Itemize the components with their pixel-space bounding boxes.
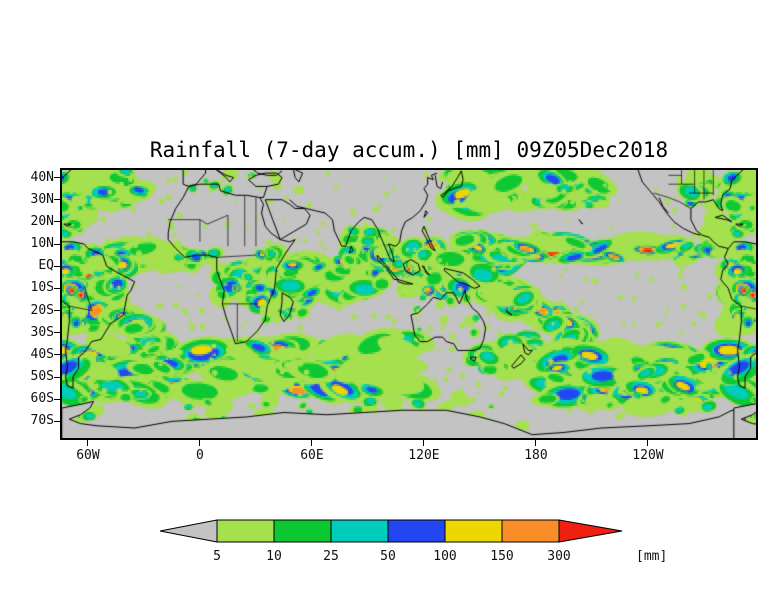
color-scale-legend: 5 10 25 50 100 150 300 [mm] (159, 519, 667, 564)
lat-tick-mark (54, 177, 60, 179)
lon-tick-mark (647, 440, 649, 446)
legend-below-min-arrow (159, 519, 218, 543)
lat-tick-mark (54, 420, 60, 422)
legend-band (444, 519, 503, 543)
legend-unit-label: [mm] (636, 549, 667, 564)
lat-tick-mark (54, 243, 60, 245)
lat-tick-label: 30S (30, 324, 54, 340)
legend-level-label: 150 (490, 549, 513, 564)
world-rainfall-map (62, 170, 756, 438)
legend-band (330, 519, 389, 543)
lat-tick-mark (54, 354, 60, 356)
lon-tick-label: 180 (524, 448, 548, 463)
lat-tick-label: 60S (30, 391, 54, 407)
lat-tick-label: 10N (30, 236, 54, 252)
lat-tick-label: 30N (30, 191, 54, 207)
lon-tick-label: 60W (76, 448, 100, 463)
lon-tick-label: 120E (408, 448, 440, 463)
legend-band (216, 519, 275, 543)
lat-tick-mark (54, 310, 60, 312)
lon-tick-mark (87, 440, 89, 446)
lat-tick-label: 70S (30, 413, 54, 429)
lat-tick-label: 20S (30, 302, 54, 318)
lon-tick-mark (311, 440, 313, 446)
lon-tick-label: 0 (196, 448, 204, 463)
lat-tick-label: EQ (38, 258, 54, 274)
chart-title: Rainfall (7-day accum.) [mm] 09Z05Dec201… (149, 138, 669, 162)
lat-tick-label: 10S (30, 280, 54, 296)
lat-tick-mark (54, 265, 60, 267)
map-frame (60, 168, 758, 440)
legend-above-max-arrow (558, 519, 623, 543)
lat-tick-mark (54, 221, 60, 223)
lon-tick-mark (535, 440, 537, 446)
lat-tick-mark (54, 332, 60, 334)
legend-level-label: 50 (380, 549, 396, 564)
lat-tick-label: 20N (30, 213, 54, 229)
lon-tick-mark (423, 440, 425, 446)
lon-tick-label: 120W (632, 448, 664, 463)
lat-tick-mark (54, 199, 60, 201)
legend-level-label: 100 (433, 549, 456, 564)
legend-band (501, 519, 560, 543)
lat-tick-label: 50S (30, 369, 54, 385)
lon-tick-mark (199, 440, 201, 446)
legend-level-label: 10 (266, 549, 282, 564)
legend-level-label: 5 (213, 549, 221, 564)
legend-level-label: 25 (323, 549, 339, 564)
legend-level-label: 300 (547, 549, 570, 564)
lon-tick-label: 60E (300, 448, 324, 463)
lat-tick-mark (54, 376, 60, 378)
lat-tick-mark (54, 398, 60, 400)
lat-tick-label: 40S (30, 346, 54, 362)
lat-tick-mark (54, 287, 60, 289)
legend-band (273, 519, 332, 543)
lat-tick-label: 40N (30, 169, 54, 185)
legend-band (387, 519, 446, 543)
